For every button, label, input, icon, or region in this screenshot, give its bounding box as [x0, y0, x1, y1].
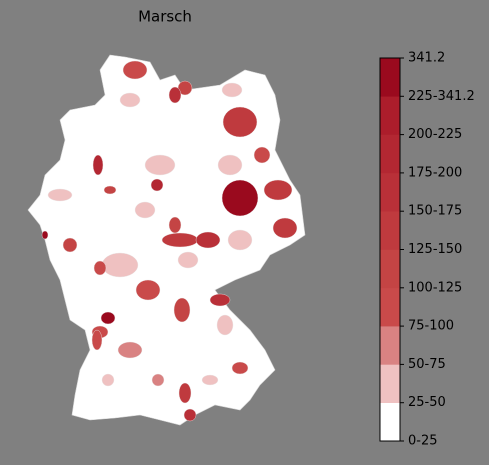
- district-patch: [222, 106, 258, 138]
- district-patch: [201, 374, 219, 386]
- district-patch: [101, 373, 115, 387]
- colorbar-label: 225-341.2: [408, 89, 475, 104]
- district-patch: [41, 230, 49, 240]
- colorbar-segment: [380, 58, 400, 97]
- district-patch: [92, 154, 104, 176]
- district-patch: [62, 237, 78, 253]
- colorbar-segment: [380, 326, 400, 365]
- colorbar-label: 175-200: [408, 165, 462, 180]
- colorbar-label: 200-225: [408, 127, 462, 142]
- colorbar-label: 25-50: [408, 395, 446, 410]
- colorbar-segment: [380, 364, 400, 403]
- district-patch: [144, 154, 176, 176]
- colorbar-label: 50-75: [408, 357, 446, 372]
- colorbar-label: 75-100: [408, 319, 454, 334]
- district-patch: [253, 146, 271, 164]
- district-patch: [217, 154, 243, 176]
- district-patch: [150, 178, 164, 192]
- district-patch: [173, 297, 191, 323]
- map: [27, 54, 306, 426]
- colorbar-segment: [380, 249, 400, 289]
- district-patch: [272, 217, 298, 239]
- colorbar-label: 100-125: [408, 280, 462, 295]
- district-patch: [195, 231, 221, 249]
- district-patch: [91, 329, 103, 351]
- district-patch: [209, 293, 231, 307]
- district-patch: [47, 188, 73, 202]
- district-patch: [231, 361, 249, 375]
- district-patch: [100, 311, 116, 325]
- district-patch: [161, 232, 199, 248]
- district-patch: [221, 82, 243, 98]
- district-patch: [135, 279, 161, 301]
- colorbar-segment: [380, 96, 400, 135]
- district-patch: [151, 373, 165, 387]
- colorbar-segment: [380, 134, 400, 174]
- colorbar-segment: [380, 287, 400, 327]
- district-patch: [221, 179, 259, 217]
- district-patch: [119, 92, 141, 108]
- district-patches: [41, 60, 298, 422]
- colorbar-segment: [380, 402, 400, 442]
- colorbar-segment: [380, 211, 400, 250]
- colorbar-label: 150-175: [408, 204, 462, 219]
- map-title: Marsch: [138, 8, 192, 26]
- district-patch: [216, 314, 234, 336]
- colorbar-segment: [380, 172, 400, 212]
- colorbar: 0-25 25-50 50-75 75-100 100-125 125-150 150-17…: [379, 51, 475, 449]
- colorbar-label: 0-25: [408, 434, 438, 449]
- district-patch: [101, 252, 139, 278]
- district-patch: [177, 251, 199, 269]
- district-patch: [227, 229, 253, 251]
- district-patch: [134, 201, 156, 219]
- colorbar-label: 341.2: [408, 51, 445, 66]
- district-patch: [117, 341, 143, 359]
- district-patch: [183, 408, 197, 422]
- district-patch: [178, 382, 192, 404]
- colorbar-label: 125-150: [408, 242, 462, 257]
- district-patch: [93, 260, 107, 276]
- district-patch: [168, 86, 182, 104]
- district-patch: [122, 60, 148, 80]
- district-patch: [263, 179, 293, 201]
- district-patch: [168, 216, 182, 234]
- district-patch: [103, 185, 117, 195]
